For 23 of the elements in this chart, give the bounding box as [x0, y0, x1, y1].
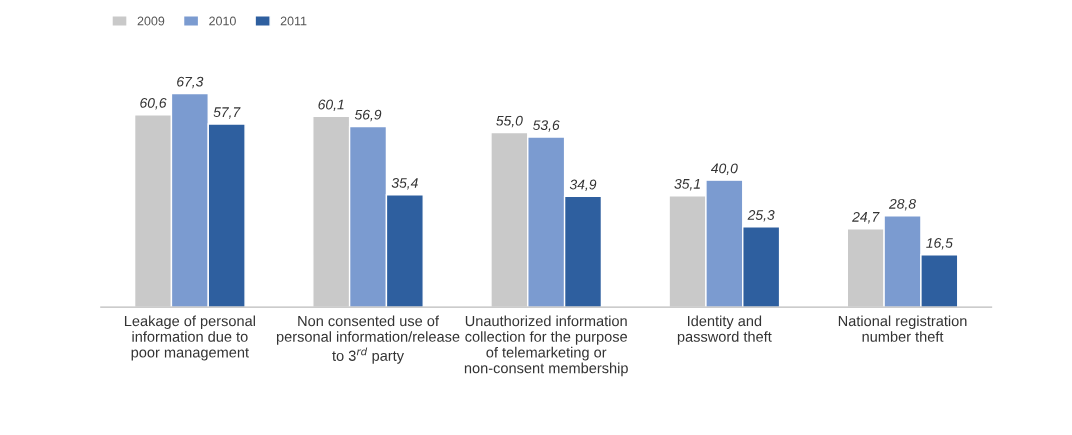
x-tick-label: Identity and password theft — [677, 315, 772, 345]
data-label: 57,7 — [213, 107, 241, 119]
data-label: 34,9 — [569, 179, 597, 192]
x-tick-label: National registration number theft — [838, 315, 967, 342]
x-tick-label: Non consented use of personal information/release to 3$^{rd}$ party — [276, 315, 460, 364]
data-label: 56,9 — [354, 109, 382, 122]
x-tick-label: Leakage of personal information due to poor management — [124, 315, 255, 361]
data-label: 40,0 — [710, 163, 738, 175]
x-tick-label: Unauthorized information collection for the purpose of telemarketing or non-consent membership — [464, 315, 628, 377]
data-label: 35,4 — [391, 178, 418, 190]
data-label: 16,5 — [926, 237, 953, 250]
data-label: 67,3 — [177, 76, 204, 89]
data-label: 25,3 — [747, 210, 775, 222]
legend-label: 2011 — [280, 16, 307, 26]
data-label: 60,6 — [140, 98, 167, 110]
legend-label: 2009 — [137, 16, 165, 26]
data-label: 35,1 — [674, 178, 700, 191]
data-label: 28,8 — [888, 198, 916, 211]
data-label: 24,7 — [852, 211, 880, 224]
legend-label: 2010 — [209, 16, 236, 26]
data-label: 53,6 — [532, 120, 560, 132]
data-label: 55,0 — [496, 115, 523, 128]
data-label: 60,1 — [318, 99, 344, 112]
